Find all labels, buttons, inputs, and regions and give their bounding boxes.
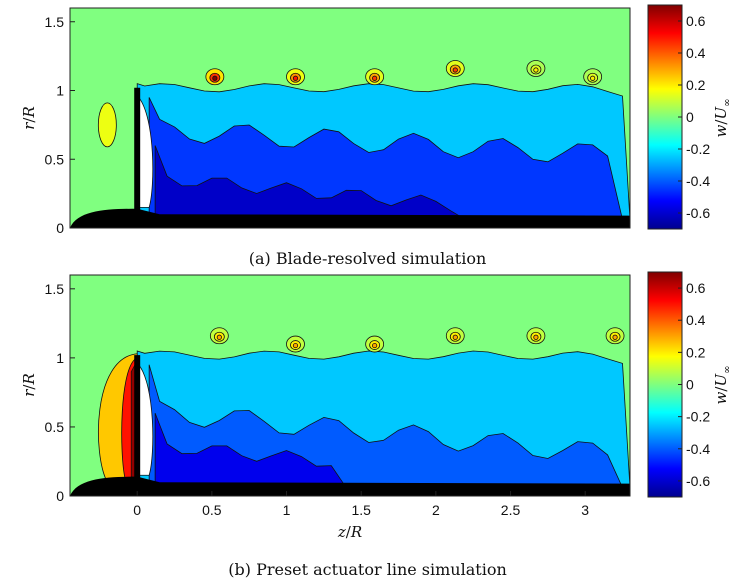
y-tick-label: 1.5	[45, 14, 65, 30]
y-tick-label: 1.5	[45, 281, 65, 297]
colorbar-b	[647, 271, 683, 498]
x-axis-label: z/R	[337, 523, 362, 541]
colorbar-label-a: w/U∞	[712, 99, 733, 138]
x-tick-label: 1	[283, 502, 291, 518]
caption-a: (a) Blade-resolved simulation	[248, 249, 487, 268]
wake-contour-inner	[154, 412, 348, 489]
colorbar-tick-label: -0.2	[686, 409, 710, 425]
plot-area-a	[70, 8, 630, 228]
x-tick-label: 0	[133, 502, 141, 518]
y-tick-label: 0.5	[45, 151, 65, 167]
colorbar-tick-label: 0.2	[686, 344, 706, 360]
tip-vortex-core	[292, 342, 299, 349]
y-axis-label-b: r/R	[20, 373, 38, 397]
colorbar-tick-label: -0.4	[686, 441, 710, 457]
induction-contour	[97, 102, 117, 148]
colorbar-a	[647, 4, 683, 230]
colorbar-tick-label: 0	[686, 377, 694, 393]
y-ticks-a: 0 0.5 1 1.5	[45, 14, 75, 236]
colorbar-ticks-b: 0.6 0.4 0.2 0 -0.2 -0.4 -0.6	[678, 280, 710, 489]
colorbar-tick-label: 0.6	[686, 13, 706, 29]
x-ticks-b: 0 0.5 1 1.5 2 2.5 3	[133, 491, 589, 518]
x-tick-label: 0.5	[202, 502, 222, 518]
tip-vortex-core	[372, 342, 378, 349]
y-tick-label: 0	[56, 488, 64, 504]
colorbar-tick-label: -0.2	[686, 141, 710, 157]
nacelle-body	[70, 208, 630, 228]
colorbar-tick-label: 0.6	[686, 280, 706, 296]
tip-vortex-core	[216, 334, 222, 340]
x-tick-label: 3	[581, 502, 589, 518]
y-tick-label: 1	[56, 350, 64, 366]
tip-vortex-core	[590, 75, 596, 81]
colorbar-tick-label: 0.4	[686, 45, 706, 61]
y-axis-label-a: r/R	[20, 106, 38, 130]
x-tick-label: 2.5	[501, 502, 521, 518]
tip-vortex-core	[212, 75, 218, 81]
tip-vortex-core	[612, 334, 618, 340]
x-tick-label: 1.5	[351, 502, 371, 518]
plot-area-b	[70, 275, 630, 496]
plot-frame-b	[69, 274, 631, 497]
tip-vortex-core	[292, 75, 299, 81]
tip-vortex-core	[452, 334, 458, 340]
panel-b: 0 0.5 1 1.5 0 0.5 1 1.5 2 2.5 3 r/R z/R 0.6 0.4 0.2…	[20, 271, 733, 541]
y-tick-label: 0.5	[45, 419, 65, 435]
tip-vortex-core	[533, 334, 539, 340]
colorbar-ticks-a: 0.6 0.4 0.2 0 -0.2 -0.4 -0.6	[678, 13, 710, 221]
caption-b: (b) Preset actuator line simulation	[228, 560, 507, 579]
colorbar-tick-label: -0.6	[686, 205, 710, 221]
rotor-blade	[134, 87, 141, 228]
blade-wake-region	[138, 96, 154, 208]
colorbar-tick-label: 0.2	[686, 77, 706, 93]
colorbar-tick-label: -0.6	[686, 473, 710, 489]
x-tick-label: 2	[432, 502, 440, 518]
y-tick-label: 0	[56, 220, 64, 236]
tip-vortex-core	[452, 67, 458, 73]
blade-wake-region	[138, 363, 154, 476]
colorbar-tick-label: 0.4	[686, 312, 706, 328]
colorbar-tick-label: -0.4	[686, 173, 710, 189]
colorbar-tick-label: 0	[686, 109, 694, 125]
panel-a: 0 0.5 1 1.5 r/R 0.6 0.4 0.2 0 -0.2 -0.4 -0.6 w/U∞	[20, 4, 733, 236]
plot-frame-a	[69, 7, 631, 229]
rotor-blade	[134, 355, 141, 496]
nacelle-body	[70, 476, 630, 496]
tip-vortex-core	[533, 67, 539, 73]
tip-vortex-core	[372, 75, 378, 81]
y-ticks-b: 0 0.5 1 1.5	[45, 281, 75, 504]
colorbar-label-b: w/U∞	[712, 366, 733, 405]
y-tick-label: 1	[56, 83, 64, 99]
wake-contour-inner	[154, 145, 468, 221]
